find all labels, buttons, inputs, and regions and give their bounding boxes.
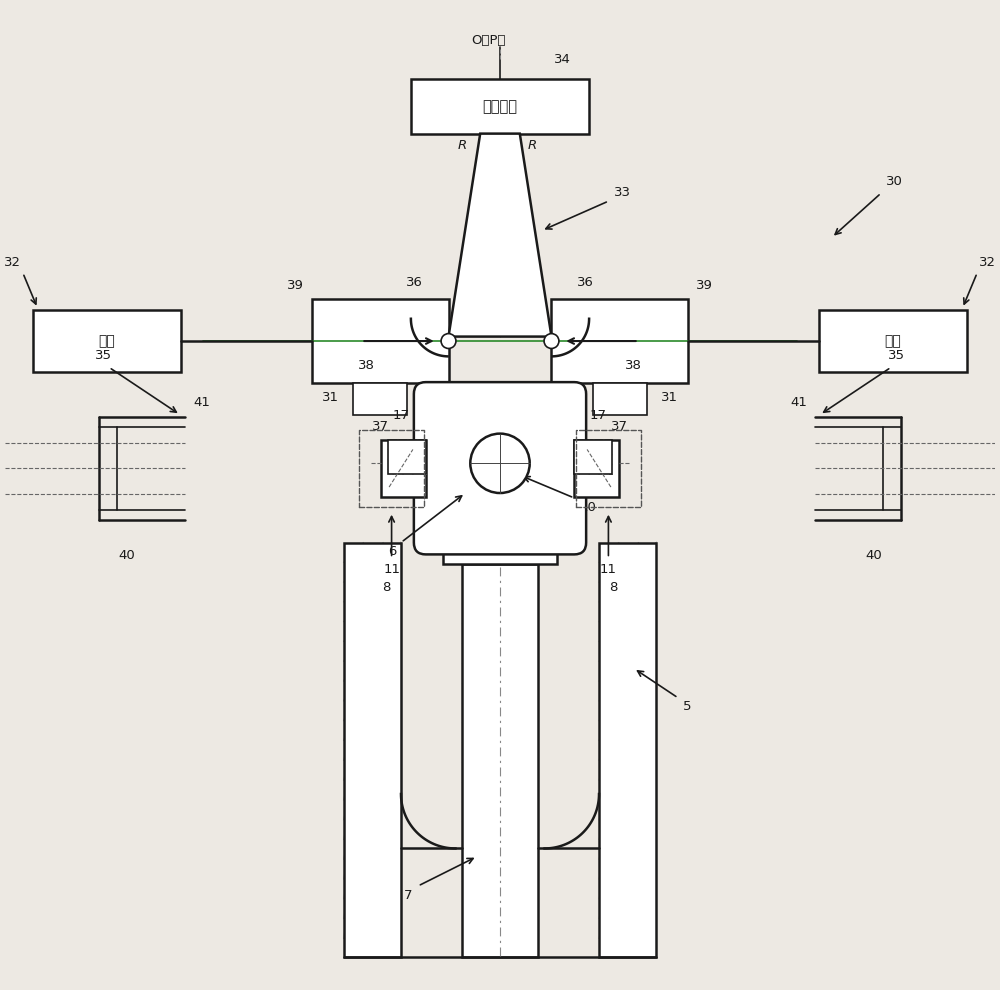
Circle shape [544,334,559,348]
Text: 39: 39 [287,279,304,292]
Text: 17: 17 [393,409,410,422]
Text: 41: 41 [193,396,210,409]
Bar [819,310,967,371]
Text: 33: 33 [614,186,631,199]
Bar [381,440,426,497]
Bar [574,440,619,497]
Text: 7: 7 [404,889,413,902]
Text: 37: 37 [611,420,628,433]
Text: 17: 17 [590,409,607,422]
Bar [576,430,641,507]
Bar [443,550,557,564]
Text: 31: 31 [322,391,339,404]
Text: 35: 35 [95,349,112,362]
Text: 34: 34 [554,52,571,66]
Bar [411,79,589,134]
Text: 8: 8 [609,580,618,594]
Text: 5: 5 [683,700,692,713]
Text: O（P）: O（P） [471,35,505,48]
Bar [462,564,538,957]
FancyBboxPatch shape [414,382,586,554]
Bar [353,383,407,415]
Circle shape [441,334,456,348]
Bar [312,299,449,383]
Text: 36: 36 [577,276,594,289]
Text: 35: 35 [888,349,905,362]
Bar [344,543,401,957]
Text: 6: 6 [388,545,396,558]
Text: 气缸: 气缸 [885,334,901,348]
Text: 40: 40 [865,549,882,562]
Bar [33,310,181,371]
Text: 32: 32 [4,255,21,268]
Text: 39: 39 [696,279,713,292]
Text: 37: 37 [372,420,389,433]
Bar [388,440,426,474]
Text: R: R [458,139,467,151]
Text: 30: 30 [886,175,903,188]
Text: 8: 8 [382,580,391,594]
Bar [599,543,656,957]
Circle shape [470,434,530,493]
Text: 10: 10 [579,501,596,514]
Text: 气缸: 气缸 [99,334,115,348]
Bar [359,430,424,507]
Text: 31: 31 [661,391,678,404]
Text: 11: 11 [383,563,400,576]
Bar [593,383,647,415]
Text: R: R [528,139,537,151]
Text: 32: 32 [979,255,996,268]
Text: 38: 38 [625,358,642,372]
Bar [574,440,612,474]
Text: 38: 38 [358,358,375,372]
Text: 41: 41 [790,396,807,409]
Text: 36: 36 [406,276,423,289]
Polygon shape [449,134,551,337]
Bar [551,299,688,383]
Text: 11: 11 [600,563,617,576]
Text: 40: 40 [118,549,135,562]
Text: 伺服电机: 伺服电机 [482,99,518,114]
